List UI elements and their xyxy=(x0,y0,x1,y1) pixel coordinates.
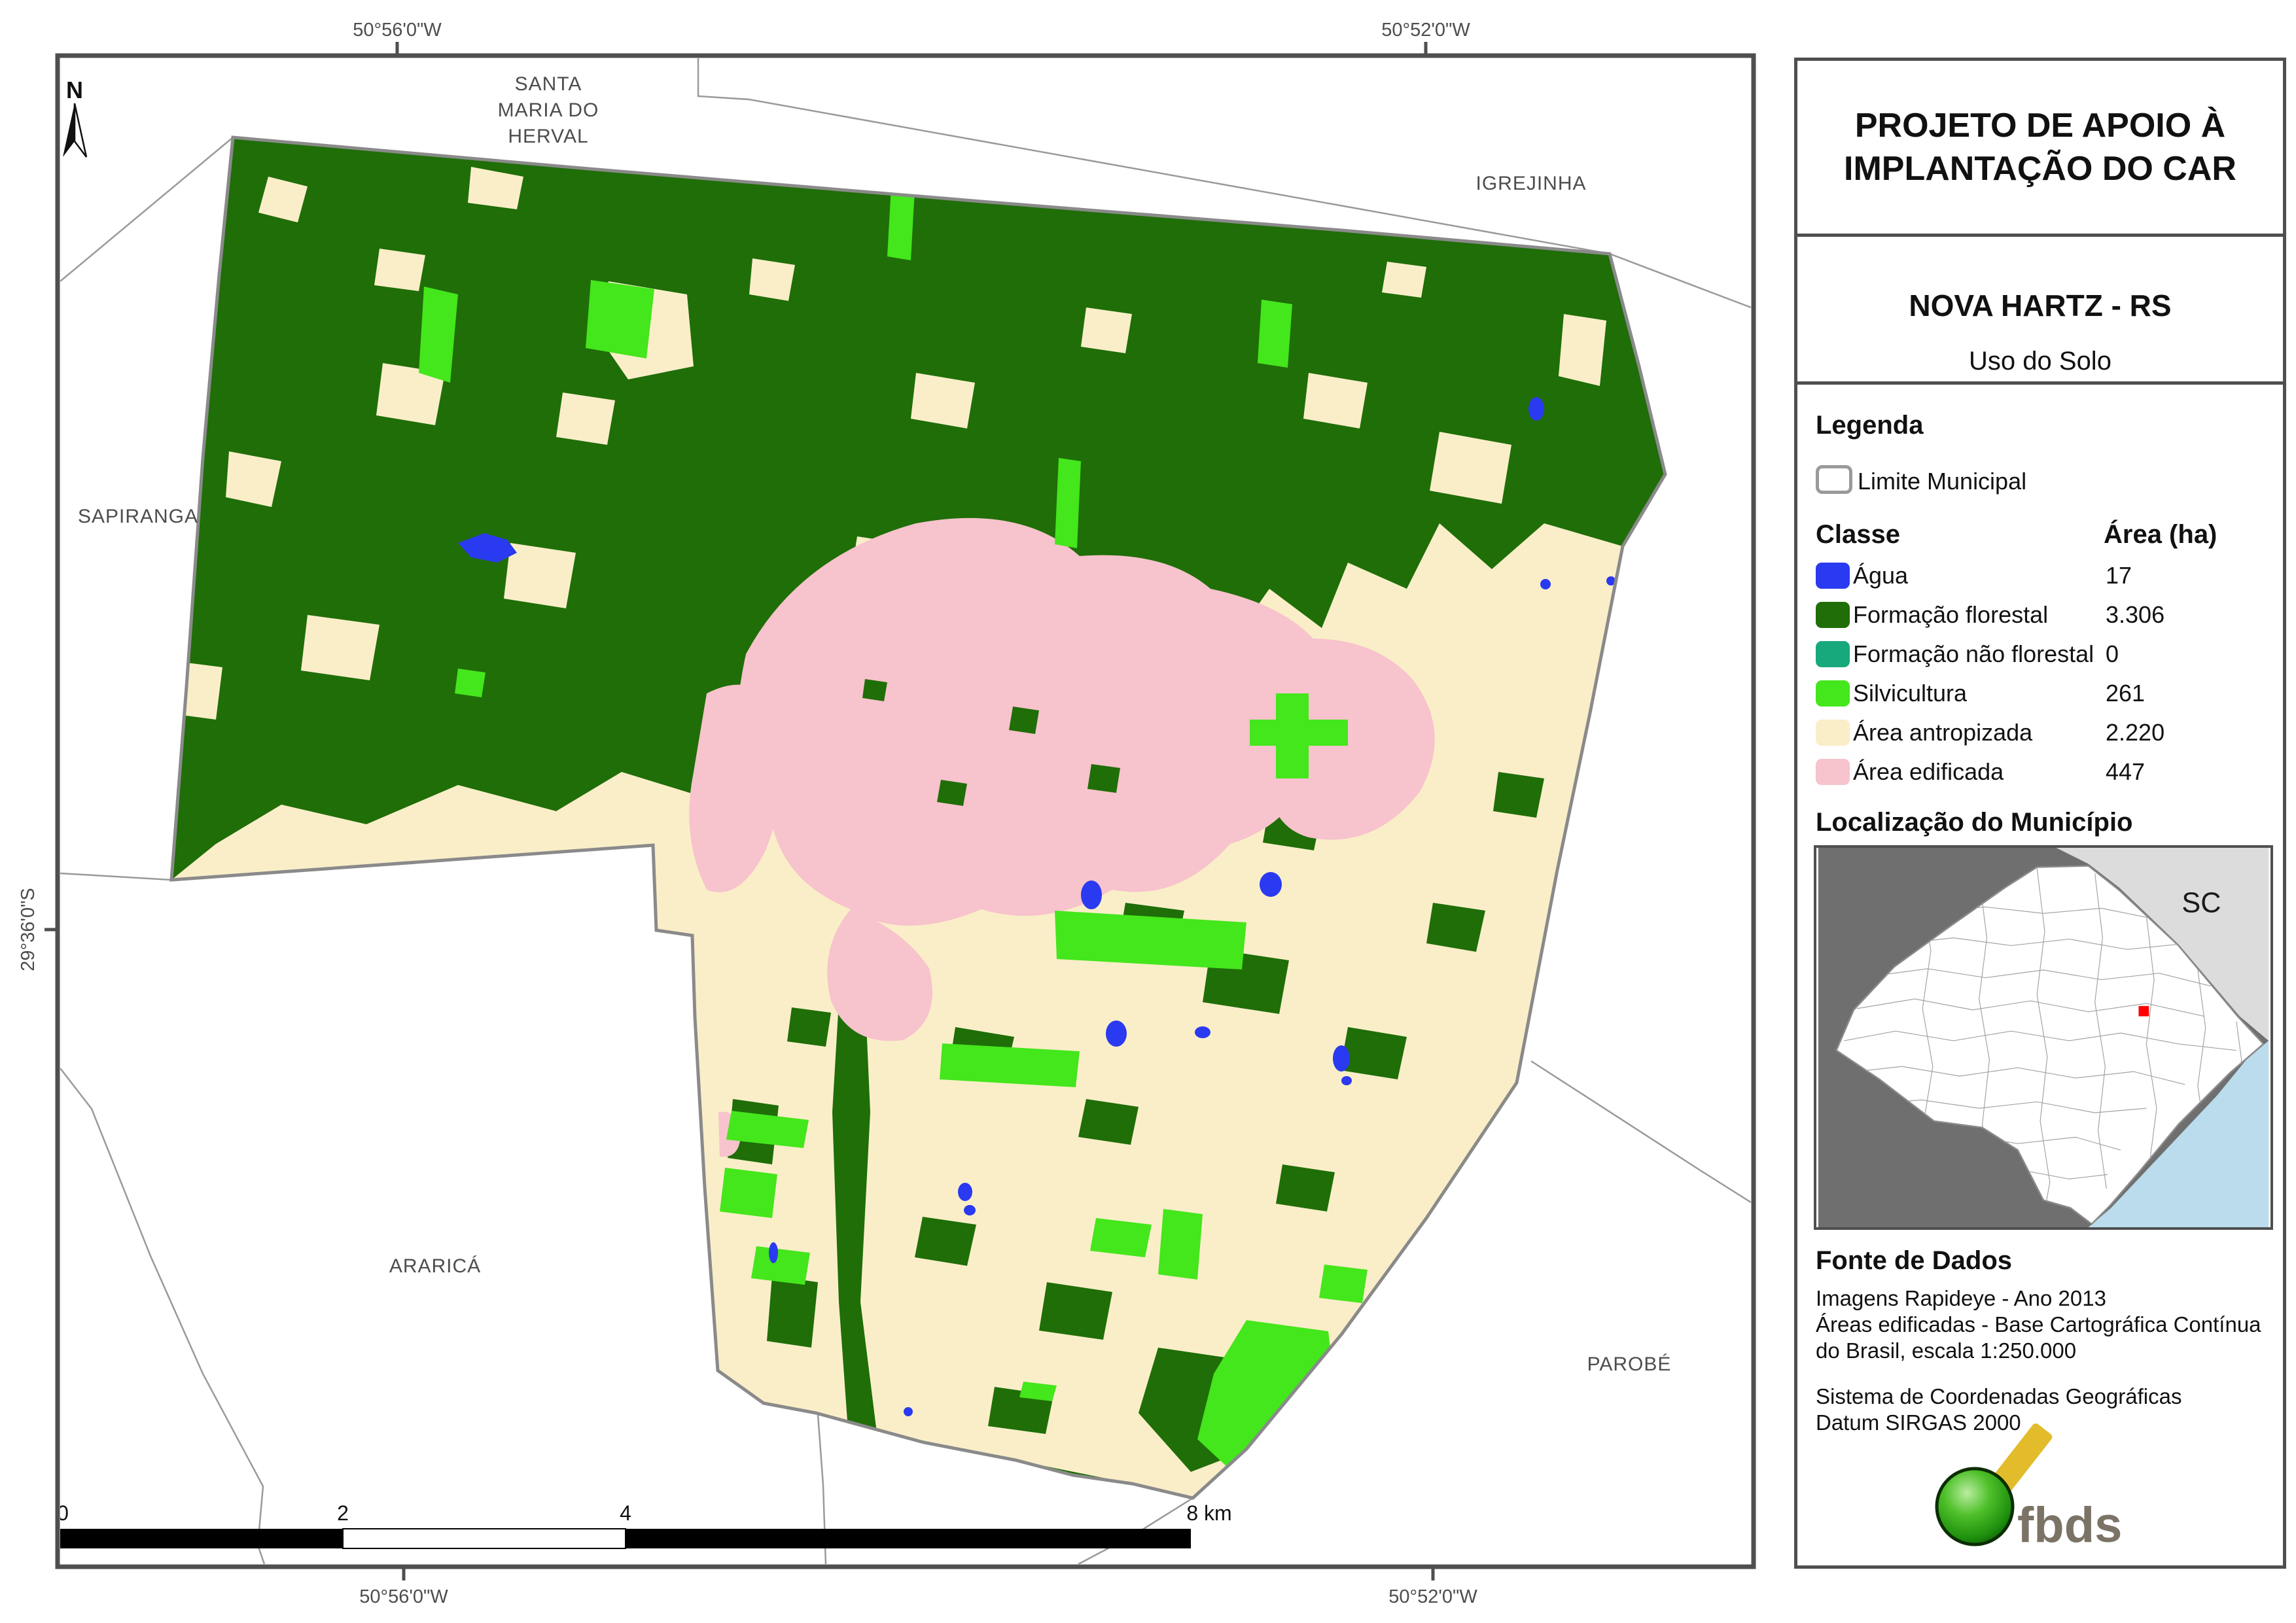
logo-green-sphere xyxy=(1935,1467,2015,1546)
source-line-2: Áreas edificadas - Base Cartográfica Con… xyxy=(1816,1312,2261,1336)
legend-swatch-formacao-nao-florestal xyxy=(1816,641,1850,667)
label-santa-maria-line1: SANTA xyxy=(515,73,582,95)
municipality-box: NOVA HARTZ - RS Uso do Solo xyxy=(1797,237,2283,385)
label-sapiranga: SAPIRANGA xyxy=(78,506,198,527)
municipality-name: NOVA HARTZ - RS xyxy=(1909,288,2172,323)
logo-wordmark: fbds xyxy=(2017,1497,2122,1553)
coord-left: 29°36'0"S xyxy=(18,888,39,971)
label-santa-maria-line3: HERVAL xyxy=(508,126,588,147)
source-line-3: do Brasil, escala 1:250.000 xyxy=(1816,1338,2077,1363)
coord-top-left: 50°56'0"W xyxy=(353,20,442,41)
legend-swatch-area-antropizada xyxy=(1816,720,1850,746)
coord-top-right: 50°52'0"W xyxy=(1381,20,1470,41)
legend-class-header: Classe xyxy=(1816,520,1900,549)
inset-municipality-marker xyxy=(2138,1005,2149,1017)
scale-tick-4: 4 xyxy=(620,1501,631,1525)
municipal-limit-outline xyxy=(169,135,1667,1500)
location-inset-map: SC xyxy=(1814,845,2273,1230)
legend-label-formacao-florestal: Formação florestal xyxy=(1853,601,2049,628)
state-locator-svg: SC xyxy=(1818,848,2269,1227)
north-arrow-label: N xyxy=(66,77,83,103)
legend-swatch-agua xyxy=(1816,563,1850,589)
legend-area-formacao-florestal: 3.306 xyxy=(2106,601,2165,628)
legend-area-area-antropizada: 2.220 xyxy=(2106,719,2165,746)
legend-label-agua: Água xyxy=(1853,562,1909,589)
north-arrow: N xyxy=(63,77,88,158)
legend-area-silvicultura: 261 xyxy=(2106,680,2146,707)
inset-sc-label: SC xyxy=(2181,887,2221,918)
map-canvas: SANTA MARIA DO HERVAL IGREJINHA SAPIRANG… xyxy=(18,20,1756,1607)
scale-tick-0: 0 xyxy=(57,1501,69,1525)
inset-sc-region xyxy=(2056,848,2269,1041)
coord-bottom-left: 50°56'0"W xyxy=(359,1586,448,1607)
landuse-silviculture-patches xyxy=(419,186,1368,1476)
map-subject: Uso do Solo xyxy=(1969,347,2111,375)
fbds-logo: fbds xyxy=(1935,1423,2122,1553)
scale-tick-2: 2 xyxy=(337,1501,349,1525)
scale-bar: 0 2 4 8 km xyxy=(57,1501,1232,1549)
legend-label-formacao-nao-florestal: Formação não florestal xyxy=(1853,640,2094,667)
layout-panel: PROJETO DE APOIO À IMPLANTAÇÃO DO CAR NO… xyxy=(1794,58,2286,1569)
graticule-labels: 50°56'0"W 50°52'0"W 50°56'0"W 50°52'0"W … xyxy=(18,20,1477,1607)
label-ararica: ARARICÁ xyxy=(389,1255,481,1277)
legend-area-area-edificada: 447 xyxy=(2106,758,2146,785)
legend-label-area-edificada: Área edificada xyxy=(1853,758,2004,785)
project-title-line2: IMPLANTAÇÃO DO CAR xyxy=(1844,150,2236,188)
legend-area-formacao-nao-florestal: 0 xyxy=(2106,640,2119,667)
label-igrejinha: IGREJINHA xyxy=(1475,173,1586,194)
source-line-1: Imagens Rapideye - Ano 2013 xyxy=(1816,1286,2106,1310)
inset-rs-state xyxy=(1835,865,2265,1225)
graticule-ticks xyxy=(44,42,1435,1580)
legend-area-header: Área (ha) xyxy=(2104,520,2217,549)
scale-tick-8km: 8 km xyxy=(1186,1501,1231,1525)
coord-bottom-right: 50°52'0"W xyxy=(1388,1586,1477,1607)
legend-swatch-formacao-florestal xyxy=(1816,602,1850,628)
landuse-forest-flecks xyxy=(862,679,1120,806)
source-line-4: Sistema de Coordenadas Geográficas xyxy=(1816,1384,2182,1408)
legend-heading: Legenda xyxy=(1816,411,1924,440)
neighbor-labels: SANTA MARIA DO HERVAL IGREJINHA SAPIRANG… xyxy=(78,73,1672,1375)
legend-swatch-area-edificada xyxy=(1816,759,1850,785)
source-line-5: Datum SIRGAS 2000 xyxy=(1816,1410,2021,1435)
project-title-line1: PROJETO DE APOIO À xyxy=(1854,107,2226,145)
limite-municipal-swatch xyxy=(1816,465,1852,494)
label-santa-maria-line2: MARIA DO xyxy=(498,99,599,121)
legend-area-agua: 17 xyxy=(2106,562,2132,589)
landuse-water-bodies xyxy=(458,397,1616,1416)
project-title-box: PROJETO DE APOIO À IMPLANTAÇÃO DO CAR xyxy=(1797,61,2283,237)
limite-municipal-label: Limite Municipal xyxy=(1858,468,2027,495)
legend-swatch-silvicultura xyxy=(1816,680,1850,707)
inset-ocean xyxy=(2088,1040,2269,1227)
label-parobe: PAROBÉ xyxy=(1587,1353,1672,1375)
legend-label-area-antropizada: Área antropizada xyxy=(1853,719,2033,746)
legend-label-silvicultura: Silvicultura xyxy=(1853,680,1968,707)
sources-heading: Fonte de Dados xyxy=(1816,1246,2013,1275)
location-heading: Localização do Município xyxy=(1816,808,2133,837)
